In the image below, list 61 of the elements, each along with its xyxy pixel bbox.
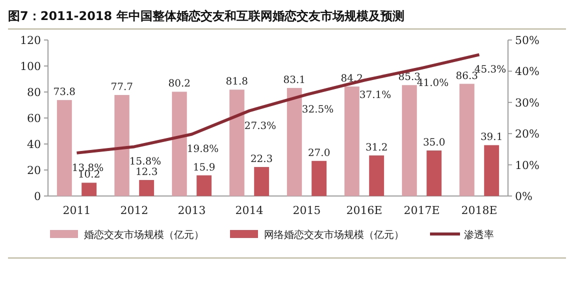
legend-label: 渗透率: [464, 229, 494, 241]
y2-tick-label: 20%: [515, 128, 540, 141]
bar: [172, 92, 187, 196]
y2-tick-label: 10%: [515, 158, 540, 172]
y-tick-label: 120: [20, 34, 41, 47]
x-tick-label: 2011: [62, 204, 91, 217]
y2-tick-label: 40%: [515, 65, 540, 78]
bar: [56, 100, 72, 196]
data-label: 31.2: [365, 142, 388, 154]
x-tick-label: 2018E: [461, 204, 498, 217]
data-label: 15.8%: [129, 156, 162, 168]
bar: [82, 182, 97, 196]
bar: [254, 167, 270, 196]
data-label: 83.1: [283, 74, 306, 86]
data-label: 15.9: [192, 162, 216, 174]
y2-tick-label: 30%: [515, 96, 540, 110]
x-tick-label: 2016E: [346, 204, 382, 217]
y-tick-label: 0: [34, 190, 41, 203]
data-label: 10.2: [78, 170, 100, 181]
bar: [484, 145, 500, 196]
bar: [312, 160, 327, 196]
bar: [344, 86, 360, 196]
x-tick-label: 2017E: [404, 204, 440, 217]
bar: [286, 88, 302, 196]
chart-title: 图7：2011-2018 年中国整体婚恋交友和互联网婚恋交友市场规模及预测: [8, 9, 404, 23]
x-tick-label: 2013: [178, 204, 206, 217]
data-label: 19.8%: [186, 144, 219, 156]
data-label: 22.3: [250, 154, 273, 166]
y-tick-label: 60: [27, 112, 41, 125]
x-tick-label: 2014: [235, 204, 264, 217]
y-tick-label: 100: [20, 60, 41, 73]
bar: [139, 180, 154, 196]
bar: [426, 150, 442, 196]
bar: [402, 85, 417, 196]
bar: [196, 175, 212, 196]
data-label: 27.0: [308, 148, 330, 159]
y-tick-label: 20: [27, 164, 41, 177]
data-label: 32.5%: [302, 104, 334, 116]
y2-tick-label: 50%: [515, 34, 540, 47]
data-label: 12.3: [135, 167, 158, 178]
bar: [114, 94, 130, 196]
data-label: 37.1%: [359, 90, 392, 102]
y2-tick-label: 0%: [515, 190, 532, 203]
data-label: 77.7: [110, 82, 134, 93]
x-tick-label: 2012: [120, 204, 148, 217]
legend-label: 婚恋交友市场规模（亿元）: [84, 229, 204, 241]
y-tick-label: 40: [27, 138, 41, 151]
x-tick-label: 2015: [292, 204, 321, 217]
bar: [459, 84, 474, 196]
data-label: 39.1: [480, 132, 503, 144]
data-label: 86.3: [456, 70, 478, 82]
data-label: 73.8: [53, 87, 76, 98]
y-tick-label: 80: [27, 86, 41, 99]
data-label: 27.3%: [244, 120, 276, 132]
legend-label: 网络婚恋交友市场规模（亿元）: [264, 229, 404, 241]
data-label: 41.0%: [416, 78, 449, 90]
data-label: 80.2: [168, 78, 191, 90]
bar: [229, 90, 244, 196]
data-label: 35.0: [422, 138, 446, 148]
data-label: 81.8: [226, 76, 248, 88]
bar: [369, 155, 384, 196]
